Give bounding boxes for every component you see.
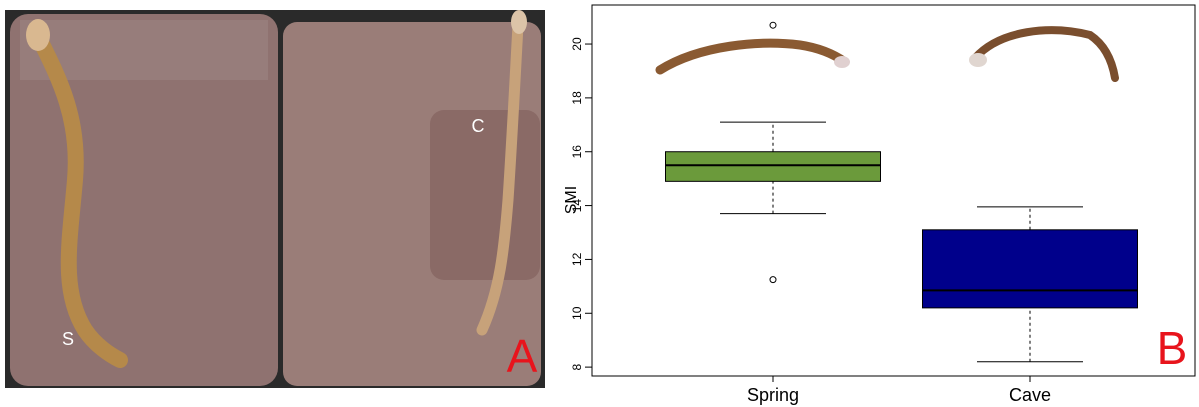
y-tick-label: 12 [570, 252, 584, 266]
y-tick-label: 20 [570, 37, 584, 51]
y-tick-label: 16 [570, 145, 584, 159]
figure: S C A SMI B 8101214161820SpringCave [0, 0, 1199, 407]
outlier [770, 277, 776, 283]
panel-label: A [507, 330, 538, 382]
salamander-illustration [660, 30, 1115, 78]
x-tick-label: Cave [1009, 385, 1051, 405]
photo-label: S [62, 329, 74, 349]
x-tick-label: Spring [747, 385, 799, 405]
outlier [770, 22, 776, 28]
photo-label: C [472, 116, 485, 136]
y-tick-label: 10 [570, 306, 584, 320]
y-tick-label: 18 [570, 91, 584, 105]
y-tick-label: 8 [570, 363, 584, 370]
y-tick-label: 14 [570, 199, 584, 213]
panel-label: B [1157, 322, 1188, 374]
photo: S C A [5, 10, 545, 388]
box [666, 152, 881, 182]
box [923, 230, 1138, 308]
